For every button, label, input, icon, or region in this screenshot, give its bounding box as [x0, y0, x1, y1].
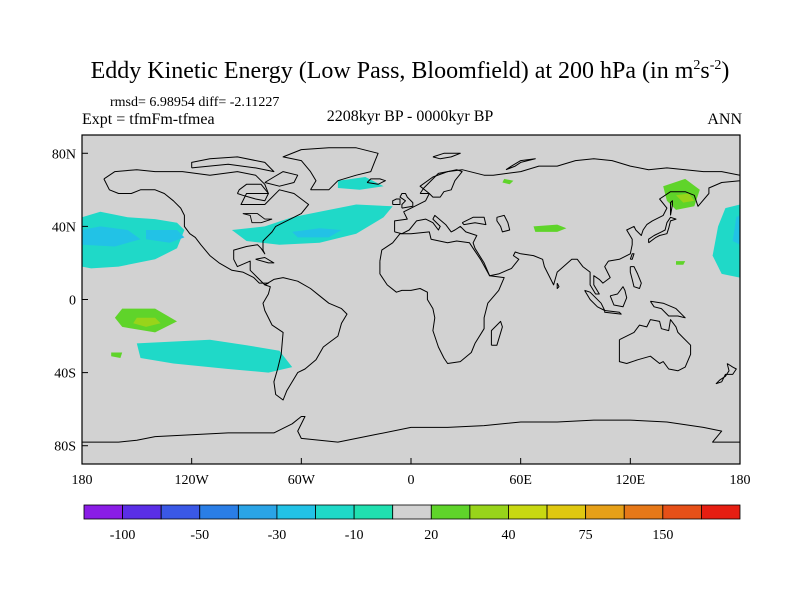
colorbar: -100 -50 -30 -10 20 40 75 150: [83, 504, 741, 543]
anomaly-south-pacific-small-positive: [111, 352, 123, 358]
coastline-java: [604, 310, 622, 315]
coastline-new-zealand: [715, 363, 737, 385]
lake-great-lakes: [242, 213, 273, 224]
colorbar-box: [237, 504, 278, 520]
coastline-novaya-zemlya: [505, 158, 536, 171]
coastline-baffin-island: [264, 171, 299, 187]
colorbar-box: [430, 504, 471, 520]
ytick-label: 40S: [54, 367, 76, 382]
anomaly-west-pacific-positive: [676, 261, 686, 265]
colorbar-box: [392, 504, 432, 520]
coastline-iceland: [366, 178, 386, 185]
xtick-label: 0: [408, 473, 415, 488]
xtick-label: 120W: [175, 473, 210, 488]
coastline-ireland: [392, 198, 401, 205]
anomaly-north-pacific-core: [82, 226, 141, 247]
coastline-scandinavia-baltic: [419, 169, 463, 198]
coastline-greenland: [282, 147, 379, 191]
colorbar-box: [199, 504, 239, 520]
xtick-label: 60W: [288, 473, 316, 488]
anomaly-ural-positive: [502, 178, 514, 185]
coastline-svalbard: [432, 152, 461, 160]
coastline-caspian-sea: [496, 214, 511, 233]
coastline-canadian-arctic: [191, 156, 275, 173]
coastline-antarctica: [82, 416, 740, 443]
anomaly-central-asia-positive: [533, 224, 567, 232]
title-superscript-2: -2: [709, 58, 722, 73]
colorbar-box: [546, 504, 587, 520]
coastline-japan: [648, 216, 677, 244]
coastline-taiwan: [629, 253, 635, 260]
coastline-australia: [618, 319, 692, 372]
colorbar-label: -50: [190, 528, 209, 543]
coastline-eurasia: [394, 158, 740, 295]
coastline-sri-lanka: [556, 282, 560, 289]
colorbar-label: -30: [268, 528, 287, 543]
colorbar-label: 150: [652, 528, 673, 543]
season-label: ANN: [707, 111, 742, 128]
anomaly-east-pacific-core: [732, 215, 740, 245]
colorbar-box: [160, 504, 201, 520]
anomaly-greenland-sea-negative: [337, 177, 384, 190]
anomaly-kamchatka-core: [676, 193, 695, 203]
experiment-label: Expt = tfmFm-tfmea: [82, 111, 215, 128]
colorbar-box: [508, 504, 548, 520]
colorbar-box: [122, 504, 162, 520]
colorbar-box: [662, 504, 702, 520]
anomaly-east-pacific-negative: [712, 204, 740, 278]
anomaly-north-pacific-inner: [146, 230, 185, 243]
ytick-label: 80S: [54, 440, 76, 455]
colorbar-label: -100: [110, 528, 136, 543]
colorbar-box: [469, 504, 509, 520]
coastline-sakhalin: [670, 200, 673, 216]
coastline-hudson-bay: [236, 183, 269, 202]
xtick-label: 180: [72, 473, 93, 488]
colorbar-box: [701, 504, 741, 520]
coastline-borneo: [609, 286, 628, 308]
anomaly-north-atlantic-core: [292, 228, 342, 238]
colorbar-box: [623, 504, 664, 520]
coastline-africa: [379, 231, 505, 364]
colorbar-label: 40: [501, 528, 515, 543]
coastline-uk: [399, 193, 414, 209]
coastline-new-guinea: [649, 300, 686, 319]
colorbar-box: [83, 504, 123, 520]
colorbar-box: [353, 504, 394, 520]
ytick-label: 80N: [52, 147, 76, 162]
ytick-label: 40N: [52, 220, 76, 235]
anomaly-south-pacific-core: [133, 317, 161, 327]
xtick-label: 180: [730, 473, 751, 488]
period-label: 2208kyr BP - 0000kyr BP: [326, 108, 494, 125]
coastline-cuba: [255, 257, 275, 264]
coastline-south-america: [262, 277, 348, 401]
stats-label: rmsd= 6.98954 diff= -2.11227: [110, 95, 280, 110]
xtick-label: 60E: [509, 473, 532, 488]
colorbar-box: [315, 504, 355, 520]
colorbar-label: 75: [579, 528, 593, 543]
coastline-black-sea: [461, 216, 487, 226]
plot-background: [82, 135, 740, 464]
title-superscript-1: 2: [693, 58, 701, 73]
axis-ticks: 180 120W 60W 0 60E 120E 180 80N 40N 0 40S 80S: [52, 147, 751, 488]
coastline-madagascar: [490, 320, 503, 346]
chart-title: Eddy Kinetic Energy (Low Pass, Bloomfiel…: [90, 58, 730, 84]
coastline-philippines: [629, 266, 642, 289]
anomaly-north-atlantic-negative: [231, 204, 393, 245]
anomaly-south-pacific-negative: [136, 339, 293, 373]
colorbar-box: [276, 504, 316, 520]
coastlines: [82, 147, 740, 443]
colorbar-label: 20: [424, 528, 438, 543]
colorbar-box: [585, 504, 625, 520]
ytick-label: 0: [69, 294, 76, 309]
colorbar-label: -10: [345, 528, 364, 543]
xtick-label: 120E: [616, 473, 646, 488]
